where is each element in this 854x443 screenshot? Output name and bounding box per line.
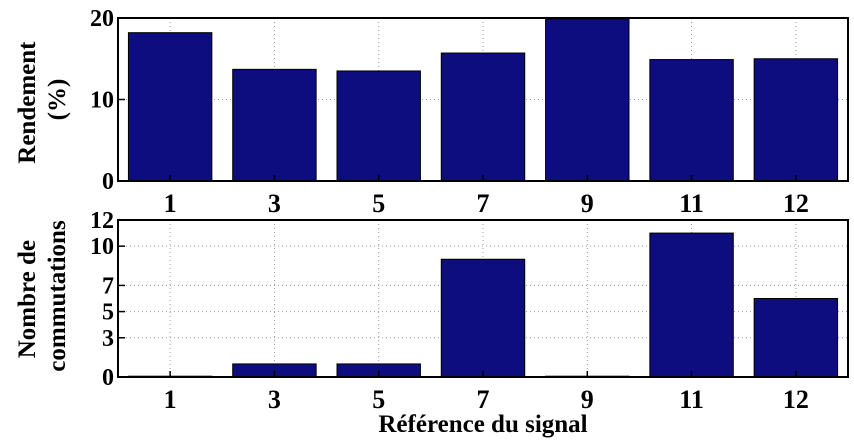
bottom-x-tick-label: 11 xyxy=(679,385,704,414)
bottom-bar-12 xyxy=(753,298,839,378)
top-x-tick-label: 9 xyxy=(581,189,594,218)
bottom-bar-11 xyxy=(649,232,734,378)
bottom-bar-7 xyxy=(440,258,526,378)
top-bars xyxy=(127,18,839,182)
bottom-x-tick-label: 5 xyxy=(372,385,385,414)
top-y-axis-label-line-2: (%) xyxy=(44,79,71,121)
top-x-ticks: 1 3 5 7 9 11 12 xyxy=(164,175,809,218)
bottom-y-tick-label: 0 xyxy=(102,365,114,391)
x-axis-label: Référence du signal xyxy=(378,411,587,438)
top-x-tick-label: 12 xyxy=(783,189,809,218)
bottom-y-tick-label: 10 xyxy=(90,234,114,260)
bottom-x-tick-label: 3 xyxy=(268,385,281,414)
bottom-y-tick-label: 7 xyxy=(102,273,114,299)
bottom-x-tick-label: 9 xyxy=(581,385,594,414)
top-bar-7 xyxy=(440,52,526,182)
bottom-y-tick-label: 12 xyxy=(90,208,114,234)
top-x-tick-label: 7 xyxy=(477,189,490,218)
top-x-tick-label: 11 xyxy=(679,189,704,218)
top-x-tick-label: 1 xyxy=(164,189,177,218)
top-x-tick-label: 5 xyxy=(372,189,385,218)
bottom-x-tick-label: 7 xyxy=(477,385,490,414)
bottom-y-axis-label-line-1: Nombre de xyxy=(14,240,41,358)
bottom-bars xyxy=(127,232,839,378)
bottom-y-axis-label: Nombre de commutations xyxy=(14,220,71,372)
top-panel-yield: 0 10 20 1 3 5 7 9 11 12 Rendement (%) xyxy=(14,6,849,218)
bottom-x-ticks: 1 3 5 7 9 11 12 xyxy=(164,371,809,414)
top-bar-9 xyxy=(545,18,630,182)
top-y-tick-label: 10 xyxy=(90,88,114,114)
top-y-axis-label-line-1: Rendement xyxy=(14,41,41,164)
bottom-y-tick-label: 3 xyxy=(102,326,114,352)
top-bar-5 xyxy=(336,70,421,182)
top-bar-1 xyxy=(127,32,213,182)
bottom-x-tick-label: 1 xyxy=(164,385,177,414)
bottom-y-axis-label-line-2: commutations xyxy=(44,220,71,372)
top-y-axis-label: Rendement (%) xyxy=(14,35,71,163)
top-bar-12 xyxy=(753,58,839,182)
bottom-y-tick-label: 5 xyxy=(102,300,114,326)
top-x-tick-label: 3 xyxy=(268,189,281,218)
top-y-ticks: 0 10 20 xyxy=(90,6,125,195)
top-bar-11 xyxy=(649,59,734,182)
top-y-tick-label: 0 xyxy=(102,169,114,195)
top-y-tick-label: 20 xyxy=(90,6,114,32)
bottom-x-tick-label: 12 xyxy=(783,385,809,414)
top-bar-3 xyxy=(232,68,317,182)
